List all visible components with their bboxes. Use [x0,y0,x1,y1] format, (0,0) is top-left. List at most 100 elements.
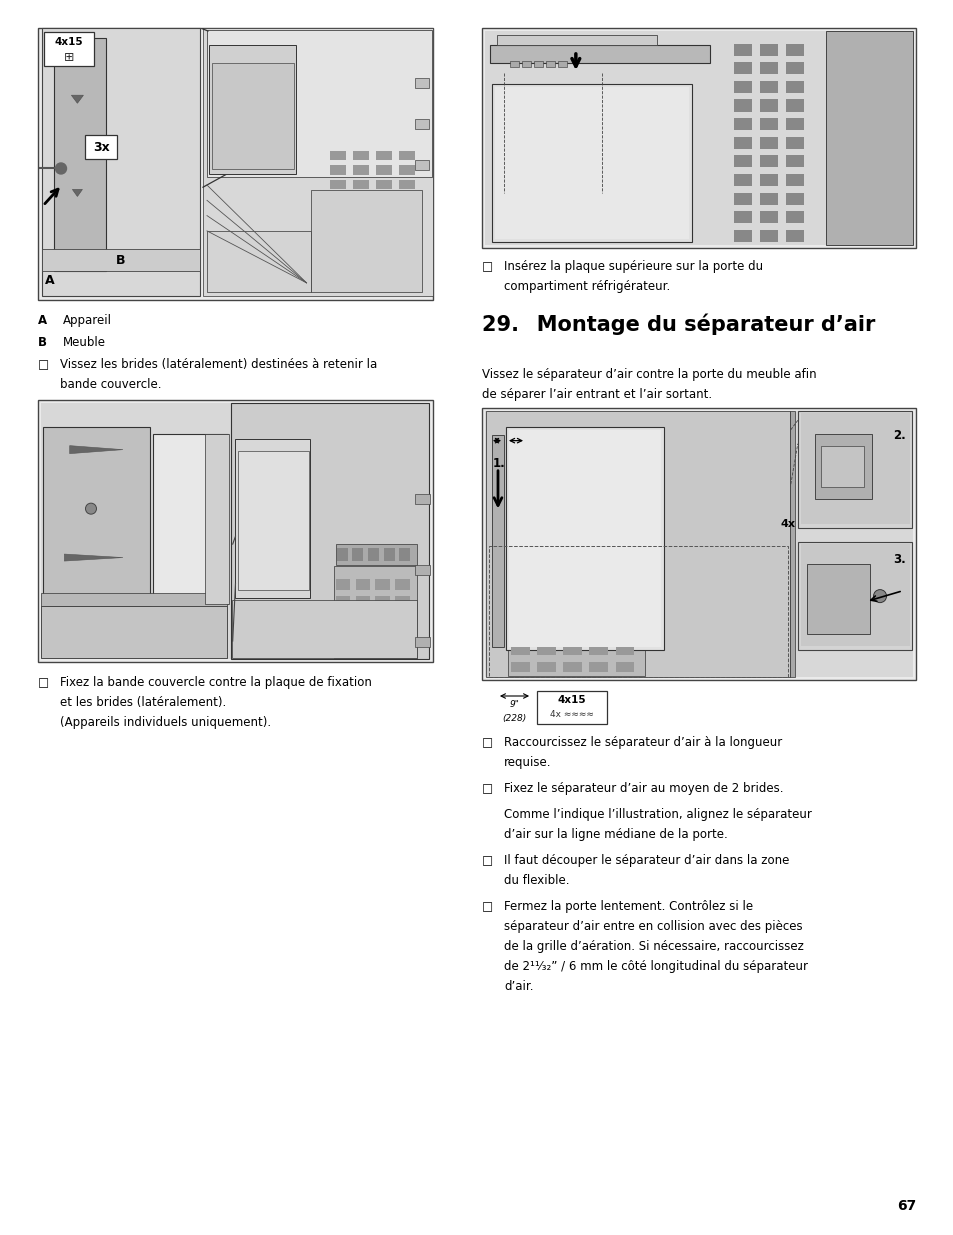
Bar [395,597,409,608]
Bar [355,597,370,608]
Text: 9": 9" [509,700,518,709]
Bar [589,645,608,655]
Bar [375,614,390,624]
Bar [497,35,656,44]
Bar [232,600,416,658]
Bar [311,190,421,291]
Bar [733,43,751,56]
Bar [44,32,94,65]
Bar [589,577,608,588]
Bar [368,548,378,561]
Bar [415,494,430,504]
Bar [785,119,803,130]
Bar [352,179,368,189]
Bar [615,645,634,655]
Bar [785,62,803,74]
Bar [806,564,869,634]
Bar [562,594,581,604]
Bar [355,579,370,590]
Text: Insérez la plaque supérieure sur la porte du: Insérez la plaque supérieure sur la port… [503,261,762,273]
Bar [335,597,350,608]
Bar [398,165,415,174]
Bar [398,222,415,232]
Bar [814,435,871,499]
Bar [562,577,581,588]
Bar [511,629,529,638]
Text: Meuble: Meuble [63,336,106,350]
Bar [785,174,803,186]
Bar [329,222,345,232]
Text: bande couvercle.: bande couvercle. [60,378,161,391]
Bar [733,100,751,111]
Bar [329,266,345,274]
Text: Fixez la bande couvercle contre la plaque de fixation: Fixez la bande couvercle contre la plaqu… [60,676,372,689]
Bar [505,427,663,650]
Bar [615,561,634,571]
Bar [42,28,200,296]
Bar [329,251,345,261]
Bar [375,597,390,608]
Bar [355,630,370,641]
Bar [589,611,608,621]
Bar [398,207,415,217]
Bar [415,637,430,647]
Bar [534,61,542,67]
Text: □: □ [38,358,49,370]
Polygon shape [71,95,83,104]
Bar [797,542,911,650]
Bar [511,561,529,571]
Bar [335,545,416,564]
Text: de la grille d’aération. Si nécessaire, raccourcissez: de la grille d’aération. Si nécessaire, … [503,940,803,953]
Bar [329,165,345,174]
Bar [329,151,345,161]
Bar [785,211,803,224]
Text: 29.  Montage du séparateur d’air: 29. Montage du séparateur d’air [481,314,875,336]
Bar [615,662,634,672]
Bar [759,62,778,74]
Text: A: A [38,314,47,327]
Bar [733,230,751,242]
Bar [398,251,415,261]
Bar [329,179,345,189]
Text: 4x ≈≈≈≈: 4x ≈≈≈≈ [550,710,594,719]
Bar [733,137,751,149]
Text: 1.: 1. [492,457,505,471]
Bar [759,230,778,242]
Bar [481,408,915,680]
Bar [511,577,529,588]
Text: d’air sur la ligne médiane de la porte.: d’air sur la ligne médiane de la porte. [503,827,727,841]
Bar [785,156,803,168]
Text: 2.: 2. [892,429,905,442]
Text: Appareil: Appareil [63,314,112,327]
Bar [562,611,581,621]
Text: ⊞: ⊞ [64,51,74,63]
Bar [231,403,429,659]
Text: Comme l’indique l’illustration, alignez le séparateur: Comme l’indique l’illustration, alignez … [503,808,811,821]
Text: B: B [116,253,126,267]
Bar [537,662,556,672]
Bar [415,161,429,170]
Bar [562,561,581,571]
Bar [41,605,227,658]
Bar [562,629,581,638]
Polygon shape [64,555,123,561]
Text: □: □ [481,853,493,867]
Text: requise.: requise. [503,756,551,769]
Bar [785,80,803,93]
Bar [398,194,415,203]
Bar [589,662,608,672]
Bar [733,80,751,93]
Bar [375,647,390,658]
Bar [375,179,391,189]
Text: B: B [38,336,47,350]
Bar [375,151,391,161]
Bar [537,611,556,621]
Bar [41,593,227,605]
Bar [352,151,368,161]
Bar [509,430,660,647]
Bar [481,28,915,248]
Bar [589,561,608,571]
Bar [800,412,909,524]
Bar [41,403,430,659]
Text: de séparer l’air entrant et l’air sortant.: de séparer l’air entrant et l’air sortan… [481,388,711,401]
